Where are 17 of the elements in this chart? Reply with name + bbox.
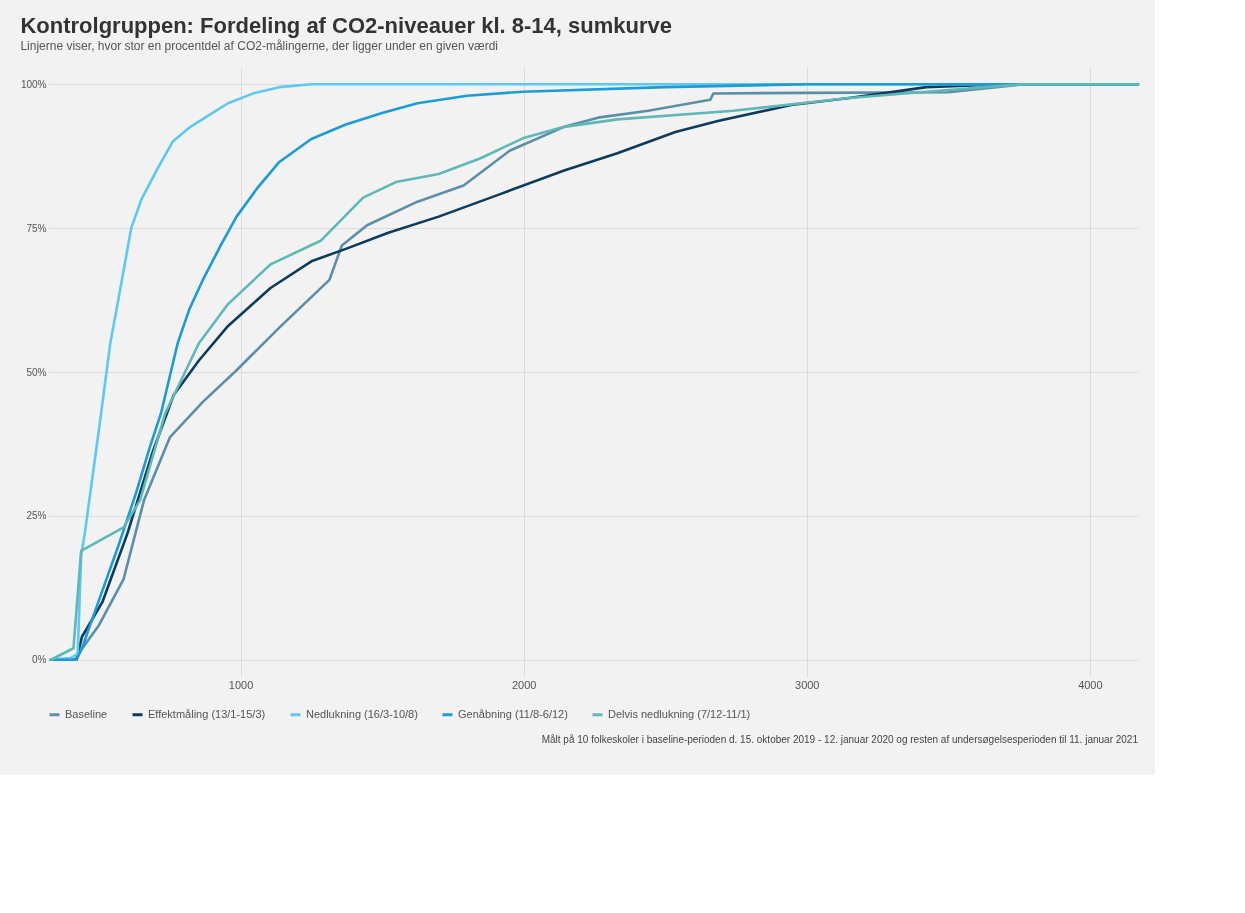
x-tick-label: 2000 [511,678,537,691]
legend-label: Nedlukning (16/3-10/8) [306,707,418,720]
y-tick-label: 75% [26,222,47,234]
x-tick-label: 4000 [1078,678,1103,691]
x-tick-label: 1000 [228,678,254,691]
chart-title: Kontrolgruppen: Fordeling af CO2-niveauer kl. 8-14, sumkurve [20,13,672,38]
legend-label: Delvis nedlukning (7/12-11/1) [608,707,751,720]
legend-label: Effektmåling (13/1-15/3) [148,707,266,720]
y-tick-label: 50% [26,366,47,378]
x-tick-label: 3000 [795,678,820,691]
y-tick-label: 0% [32,654,47,666]
chart-subtitle: Linjerne viser, hvor stor en procentdel af CO2-målingerne, der ligger under en given værdi [20,39,499,53]
legend-label: Genåbning (11/8-6/12) [458,707,568,720]
legend-label: Baseline [65,707,108,720]
text: Målt på 10 folkeskoler i baseline-perioden d. 15. oktober 2019 - 12. januar 2020 og resten af undersøgelsesperioden til 11. januar 2021 [541,734,1139,745]
y-tick-label: 25% [26,510,47,522]
y-tick-label: 100% [20,78,47,90]
